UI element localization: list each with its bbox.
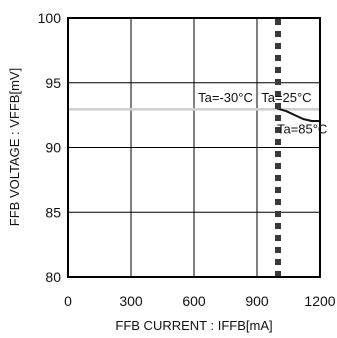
x-tick-label: 900	[245, 293, 269, 309]
x-tick-label: 0	[64, 293, 72, 309]
annotations: Ta=-30°C Ta=25°C Ta=85°C	[198, 90, 327, 136]
grid	[68, 18, 320, 277]
y-tick-label: 85	[45, 204, 61, 220]
series-label: Ta=-30°C	[198, 90, 253, 105]
y-tick-label: 100	[38, 10, 62, 26]
tick-labels: 0 300 600 900 1200 80 85 90 95 100	[38, 10, 336, 309]
plot-frame	[67, 17, 321, 278]
y-tick-label: 80	[45, 269, 61, 285]
series-label: Ta=85°C	[277, 121, 327, 136]
series-line-3	[277, 107, 321, 122]
x-tick-label: 300	[119, 293, 143, 309]
x-axis-title: FFB CURRENT : IFFB[mA]	[115, 318, 272, 333]
x-tick-label: 600	[182, 293, 206, 309]
y-tick-label: 95	[45, 75, 61, 91]
x-tick-label: 1200	[304, 293, 335, 309]
y-axis-title: FFB VOLTAGE : VFFB[mV]	[7, 68, 22, 226]
y-tick-label: 90	[45, 140, 61, 156]
series-label: Ta=25°C	[261, 90, 311, 105]
